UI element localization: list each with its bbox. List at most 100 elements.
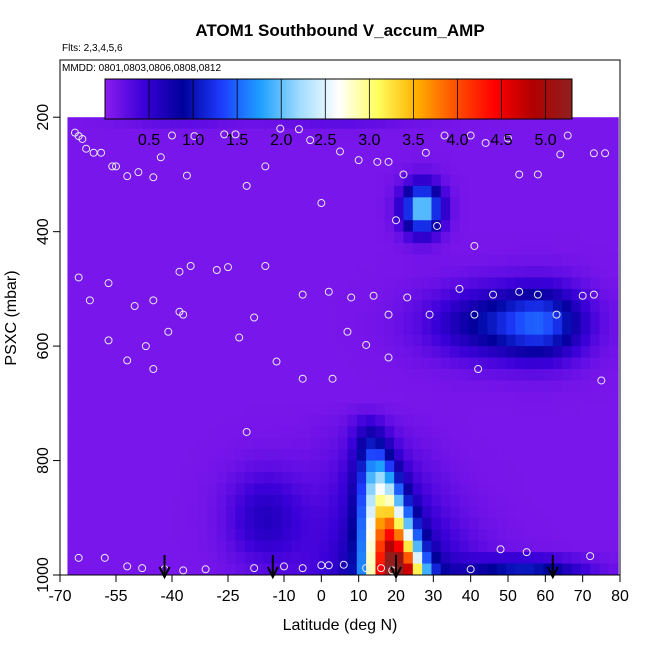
heatmap-cell (198, 483, 209, 496)
heatmap-cell (272, 506, 283, 519)
heatmap-cell (254, 346, 265, 359)
heatmap-cell (104, 231, 115, 244)
heatmap-cell (142, 449, 153, 462)
heatmap-cell (291, 472, 302, 485)
heatmap-cell (114, 403, 125, 416)
heatmap-cell (431, 506, 442, 519)
heatmap-cell (366, 334, 377, 347)
heatmap-cell (562, 414, 573, 427)
heatmap-cell (282, 128, 293, 141)
heatmap-cell (580, 494, 591, 507)
heatmap-cell (478, 277, 489, 290)
heatmap-cell (440, 391, 451, 404)
heatmap-cell (412, 437, 423, 450)
heatmap-cell (310, 220, 321, 233)
heatmap-cell (310, 552, 321, 565)
subtitle-flights: Flts: 2,3,4,5,6 (62, 43, 123, 54)
heatmap-cell (123, 369, 134, 382)
heatmap-cell (160, 174, 171, 187)
heatmap-cell (450, 552, 461, 565)
heatmap-cell (291, 369, 302, 382)
heatmap-cell (403, 449, 414, 462)
heatmap-cell (151, 277, 162, 290)
heatmap-cell (496, 140, 507, 153)
heatmap-cell (95, 220, 106, 233)
heatmap-cell (608, 380, 619, 393)
heatmap-cell (132, 460, 143, 473)
heatmap-cell (170, 254, 181, 267)
heatmap-cell (235, 300, 246, 313)
heatmap-cell (571, 391, 582, 404)
heatmap-cell (114, 437, 125, 450)
heatmap-cell (394, 117, 405, 130)
heatmap-cell (226, 185, 237, 198)
heatmap-cell (188, 185, 199, 198)
heatmap-cell (272, 426, 283, 439)
heatmap-cell (571, 357, 582, 370)
heatmap-cell (216, 220, 227, 233)
heatmap-cell (123, 311, 134, 324)
heatmap-cell (179, 380, 190, 393)
heatmap-cell (543, 529, 554, 542)
heatmap-cell (207, 185, 218, 198)
heatmap-cell (123, 529, 134, 542)
heatmap-cell (226, 208, 237, 221)
heatmap-cell (440, 517, 451, 530)
heatmap-cell (338, 254, 349, 267)
heatmap-cell (132, 117, 143, 130)
heatmap-cell (95, 323, 106, 336)
heatmap-cell (431, 266, 442, 279)
heatmap-cell (431, 323, 442, 336)
heatmap-cell (468, 369, 479, 382)
heatmap-cell (590, 185, 601, 198)
heatmap-cell (338, 151, 349, 164)
heatmap-cell (384, 346, 395, 359)
sample-point (489, 290, 498, 299)
heatmap-cell (590, 380, 601, 393)
heatmap-cell (272, 208, 283, 221)
heatmap-cell (291, 117, 302, 130)
heatmap-cell (123, 437, 134, 450)
heatmap-cell (608, 197, 619, 210)
heatmap-cell (132, 414, 143, 427)
heatmap-cell (254, 140, 265, 153)
heatmap-cell (524, 311, 535, 324)
heatmap-cell (524, 563, 535, 575)
heatmap-cell (468, 357, 479, 370)
heatmap-cell (412, 357, 423, 370)
heatmap-cell (366, 128, 377, 141)
heatmap-cell (450, 563, 461, 575)
heatmap-cell (356, 197, 367, 210)
heatmap-cell (151, 540, 162, 553)
heatmap-cell (254, 334, 265, 347)
heatmap-cell (188, 529, 199, 542)
heatmap-cell (254, 163, 265, 176)
heatmap-cell (487, 403, 498, 416)
heatmap-cell (552, 529, 563, 542)
heatmap-cell (599, 391, 610, 404)
heatmap-cell (207, 243, 218, 256)
heatmap-cell (562, 449, 573, 462)
heatmap-cell (450, 460, 461, 473)
heatmap-cell (478, 357, 489, 370)
heatmap-cell (394, 460, 405, 473)
heatmap-cell (179, 552, 190, 565)
heatmap-cell (67, 243, 78, 256)
heatmap-cell (151, 391, 162, 404)
heatmap-cell (440, 277, 451, 290)
y-tick-label: 400 (35, 218, 52, 245)
heatmap-cell (244, 300, 255, 313)
heatmap-cell (300, 117, 311, 130)
heatmap-cell (310, 288, 321, 301)
heatmap-cell (300, 437, 311, 450)
sample-point (100, 553, 109, 562)
heatmap-cell (571, 277, 582, 290)
heatmap-cell (450, 117, 461, 130)
heatmap-cell (114, 460, 125, 473)
heatmap-cell (263, 506, 274, 519)
heatmap-cell (226, 231, 237, 244)
heatmap-cell (188, 117, 199, 130)
heatmap-cell (534, 243, 545, 256)
heatmap-cell (534, 506, 545, 519)
heatmap-cell (478, 151, 489, 164)
